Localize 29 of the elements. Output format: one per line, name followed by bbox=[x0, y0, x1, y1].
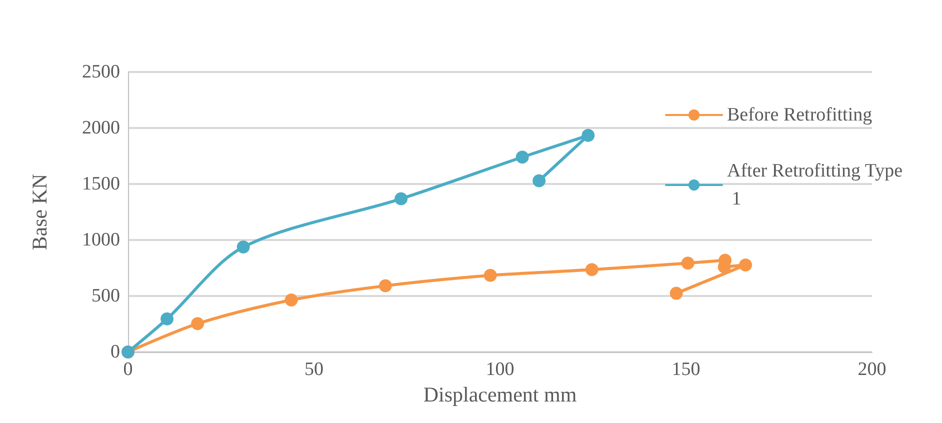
y-tick-label: 500 bbox=[92, 286, 120, 306]
x-tick-label: 0 bbox=[123, 359, 133, 380]
legend-label: Before Retrofitting bbox=[727, 104, 873, 126]
y-tick-label: 2000 bbox=[82, 118, 120, 138]
point bbox=[532, 174, 546, 188]
y-tick-label: 0 bbox=[110, 342, 120, 362]
x-tick-label: 50 bbox=[304, 359, 324, 380]
point bbox=[394, 192, 408, 206]
y-axis-title: Base KN bbox=[28, 174, 52, 250]
point bbox=[160, 312, 174, 326]
point bbox=[681, 256, 694, 270]
point bbox=[236, 240, 250, 254]
x-tick-label: 150 bbox=[672, 359, 700, 380]
x-tick-label: 200 bbox=[858, 359, 886, 380]
point bbox=[582, 128, 595, 142]
x-tick-label: 100 bbox=[486, 359, 514, 380]
point bbox=[191, 317, 204, 330]
y-tick-label: 1000 bbox=[82, 230, 120, 250]
point bbox=[378, 279, 392, 292]
y-tick-label: 1500 bbox=[82, 174, 120, 194]
point bbox=[739, 258, 752, 272]
legend-label: After Retrofitting Type 1 bbox=[727, 160, 903, 210]
point bbox=[284, 294, 298, 307]
point bbox=[670, 286, 683, 300]
point bbox=[516, 150, 529, 164]
point bbox=[484, 268, 497, 282]
point bbox=[585, 263, 598, 276]
x-axis-title: Displacement mm bbox=[423, 382, 577, 406]
y-tick-label: 2500 bbox=[82, 62, 120, 82]
